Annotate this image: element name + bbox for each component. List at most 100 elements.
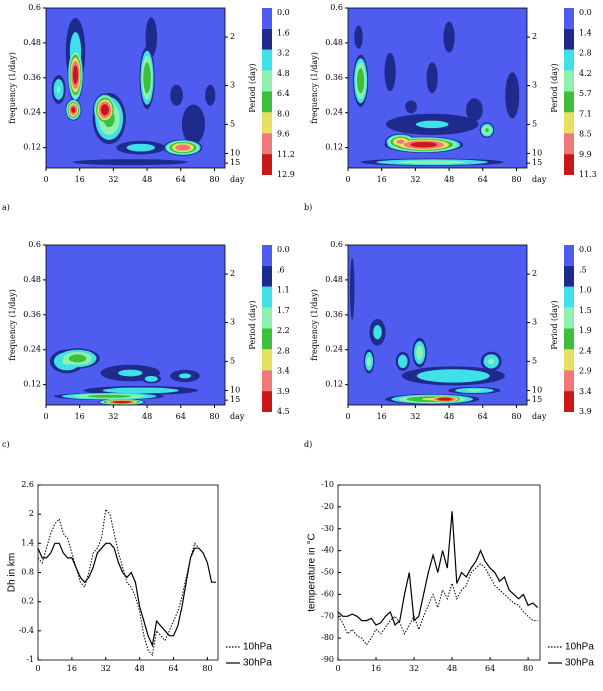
colorbar-label: 1.7: [277, 306, 290, 315]
y2-tick-label: 5: [230, 356, 235, 365]
contour-region: [465, 98, 483, 122]
x-tick-label: 80: [202, 664, 212, 673]
y2-tick-label: 15: [532, 158, 542, 167]
colorbar-band: [564, 265, 574, 287]
x-tick-label: 0: [345, 175, 350, 184]
contour-region: [505, 72, 520, 119]
y2-tick-label: 10: [532, 385, 542, 394]
colorbar-band: [564, 307, 574, 329]
x-tick-label: 0: [43, 175, 48, 184]
y2-tick-label: 2: [230, 269, 235, 278]
contour-region: [416, 345, 424, 360]
contour-region: [87, 394, 132, 398]
x-tick-label: 80: [523, 664, 533, 673]
y-tick-label: 0.24: [23, 345, 41, 354]
legend-label: 30hPa: [243, 658, 272, 669]
y2-tick-label: 5: [532, 356, 537, 365]
contour-region: [102, 387, 179, 394]
y-tick-label: -10: [321, 480, 334, 489]
plot-frame: [45, 7, 226, 169]
contour-region: [118, 369, 143, 377]
colorbar-band: [262, 154, 272, 175]
x-tick-label: 32: [409, 664, 419, 673]
y2-tick-label: 15: [532, 395, 542, 404]
colorbar-label: 1.6: [277, 28, 290, 37]
colorbar-label: 9.9: [579, 150, 592, 159]
x-tick-label: 0: [35, 664, 40, 673]
contour-region: [178, 373, 192, 379]
colorbar-label: 8.5: [579, 130, 592, 139]
y-tick-label: 0.6: [330, 3, 343, 12]
colorbar-label: 2.9: [579, 367, 592, 376]
y-tick-label: -0.4: [19, 626, 34, 635]
x-tick-label: 64: [176, 175, 186, 184]
colorbar-band: [262, 91, 272, 113]
colorbar-band: [564, 370, 574, 392]
y-tick-label: -80: [321, 633, 334, 642]
colorbar-label: 0.0: [579, 8, 592, 17]
field: [46, 245, 225, 405]
y2-tick-label: 5: [230, 119, 235, 128]
y-axis-label: frequency (1/day): [310, 52, 319, 124]
series-line: [337, 511, 539, 627]
y2-axis-label: Period (day): [550, 63, 559, 112]
y-tick-label: 0.24: [325, 345, 343, 354]
colorbar-band: [262, 245, 272, 266]
y2-tick-label: 2: [532, 269, 537, 278]
x-tick-label: 48: [142, 412, 152, 421]
x-tick-label: 64: [478, 412, 488, 421]
y2-tick-label: 5: [532, 119, 537, 128]
y-tick-label: 0.24: [325, 108, 343, 117]
x-tick-label: 16: [67, 664, 77, 673]
y-tick-label: 0.6: [28, 3, 41, 12]
y2-tick-label: 3: [230, 81, 235, 90]
y-tick-label: -90: [321, 655, 334, 664]
y-tick-label: 0.6: [28, 240, 41, 249]
colorbar-band: [262, 8, 272, 29]
colorbar-label: 12.9: [277, 170, 295, 179]
contour-region: [181, 104, 205, 145]
x-tick-label: 48: [135, 664, 145, 673]
colorbar-label: 3.9: [579, 407, 592, 416]
line-chart: 0 16 32 48 64 80 -1 -0.4 0.2 0.8 1.4 2 2.6 Dh in km 10…: [7, 480, 273, 673]
colorbar-band: [564, 154, 574, 175]
contour-region: [415, 120, 449, 129]
y2-tick-label: 3: [532, 81, 537, 90]
field: [348, 245, 527, 405]
x-tick-label: 32: [108, 175, 118, 184]
x-tick-label: 0: [43, 412, 48, 421]
y-axis-label: frequency (1/day): [8, 52, 17, 124]
contour-region: [466, 389, 483, 392]
colorbar-label: 3.2: [277, 49, 290, 58]
x-tick-label: 16: [377, 175, 387, 184]
y2-axis-label: Period (day): [248, 63, 257, 112]
x-tick-label: 16: [377, 412, 387, 421]
y-tick-label: 1.4: [21, 538, 34, 547]
colorbar-band: [262, 391, 272, 412]
colorbar-label: 4.2: [579, 69, 592, 78]
x-tick-label: 32: [101, 664, 111, 673]
y-axis-label: temperature in °C: [307, 533, 318, 611]
x-tick-label: 16: [371, 664, 381, 673]
colorbar-label: .6: [277, 265, 285, 274]
colorbar-band: [564, 28, 574, 50]
y-tick-label: 0.8: [21, 568, 34, 577]
contour-region: [357, 68, 365, 94]
contour-region: [144, 375, 158, 382]
colorbar-label: 2.4: [579, 346, 592, 355]
colorbar-band: [564, 245, 574, 266]
colorbar-band: [564, 70, 574, 92]
colorbar-label: 1.4: [579, 28, 592, 37]
contour-region: [56, 85, 61, 93]
colorbar-band: [262, 70, 272, 92]
colorbar-label: 8.0: [277, 109, 290, 118]
x-axis-label: day: [230, 412, 245, 421]
y-tick-label: 0.12: [23, 143, 41, 152]
x-tick-label: 64: [485, 664, 495, 673]
y2-axis-label: Period (day): [550, 300, 559, 349]
contour-region: [437, 397, 453, 401]
colorbar-label: 4.8: [277, 69, 290, 78]
contour-region: [205, 84, 216, 106]
colorbar-label: 1.1: [277, 286, 290, 295]
legend-label: 10hPa: [243, 642, 272, 653]
